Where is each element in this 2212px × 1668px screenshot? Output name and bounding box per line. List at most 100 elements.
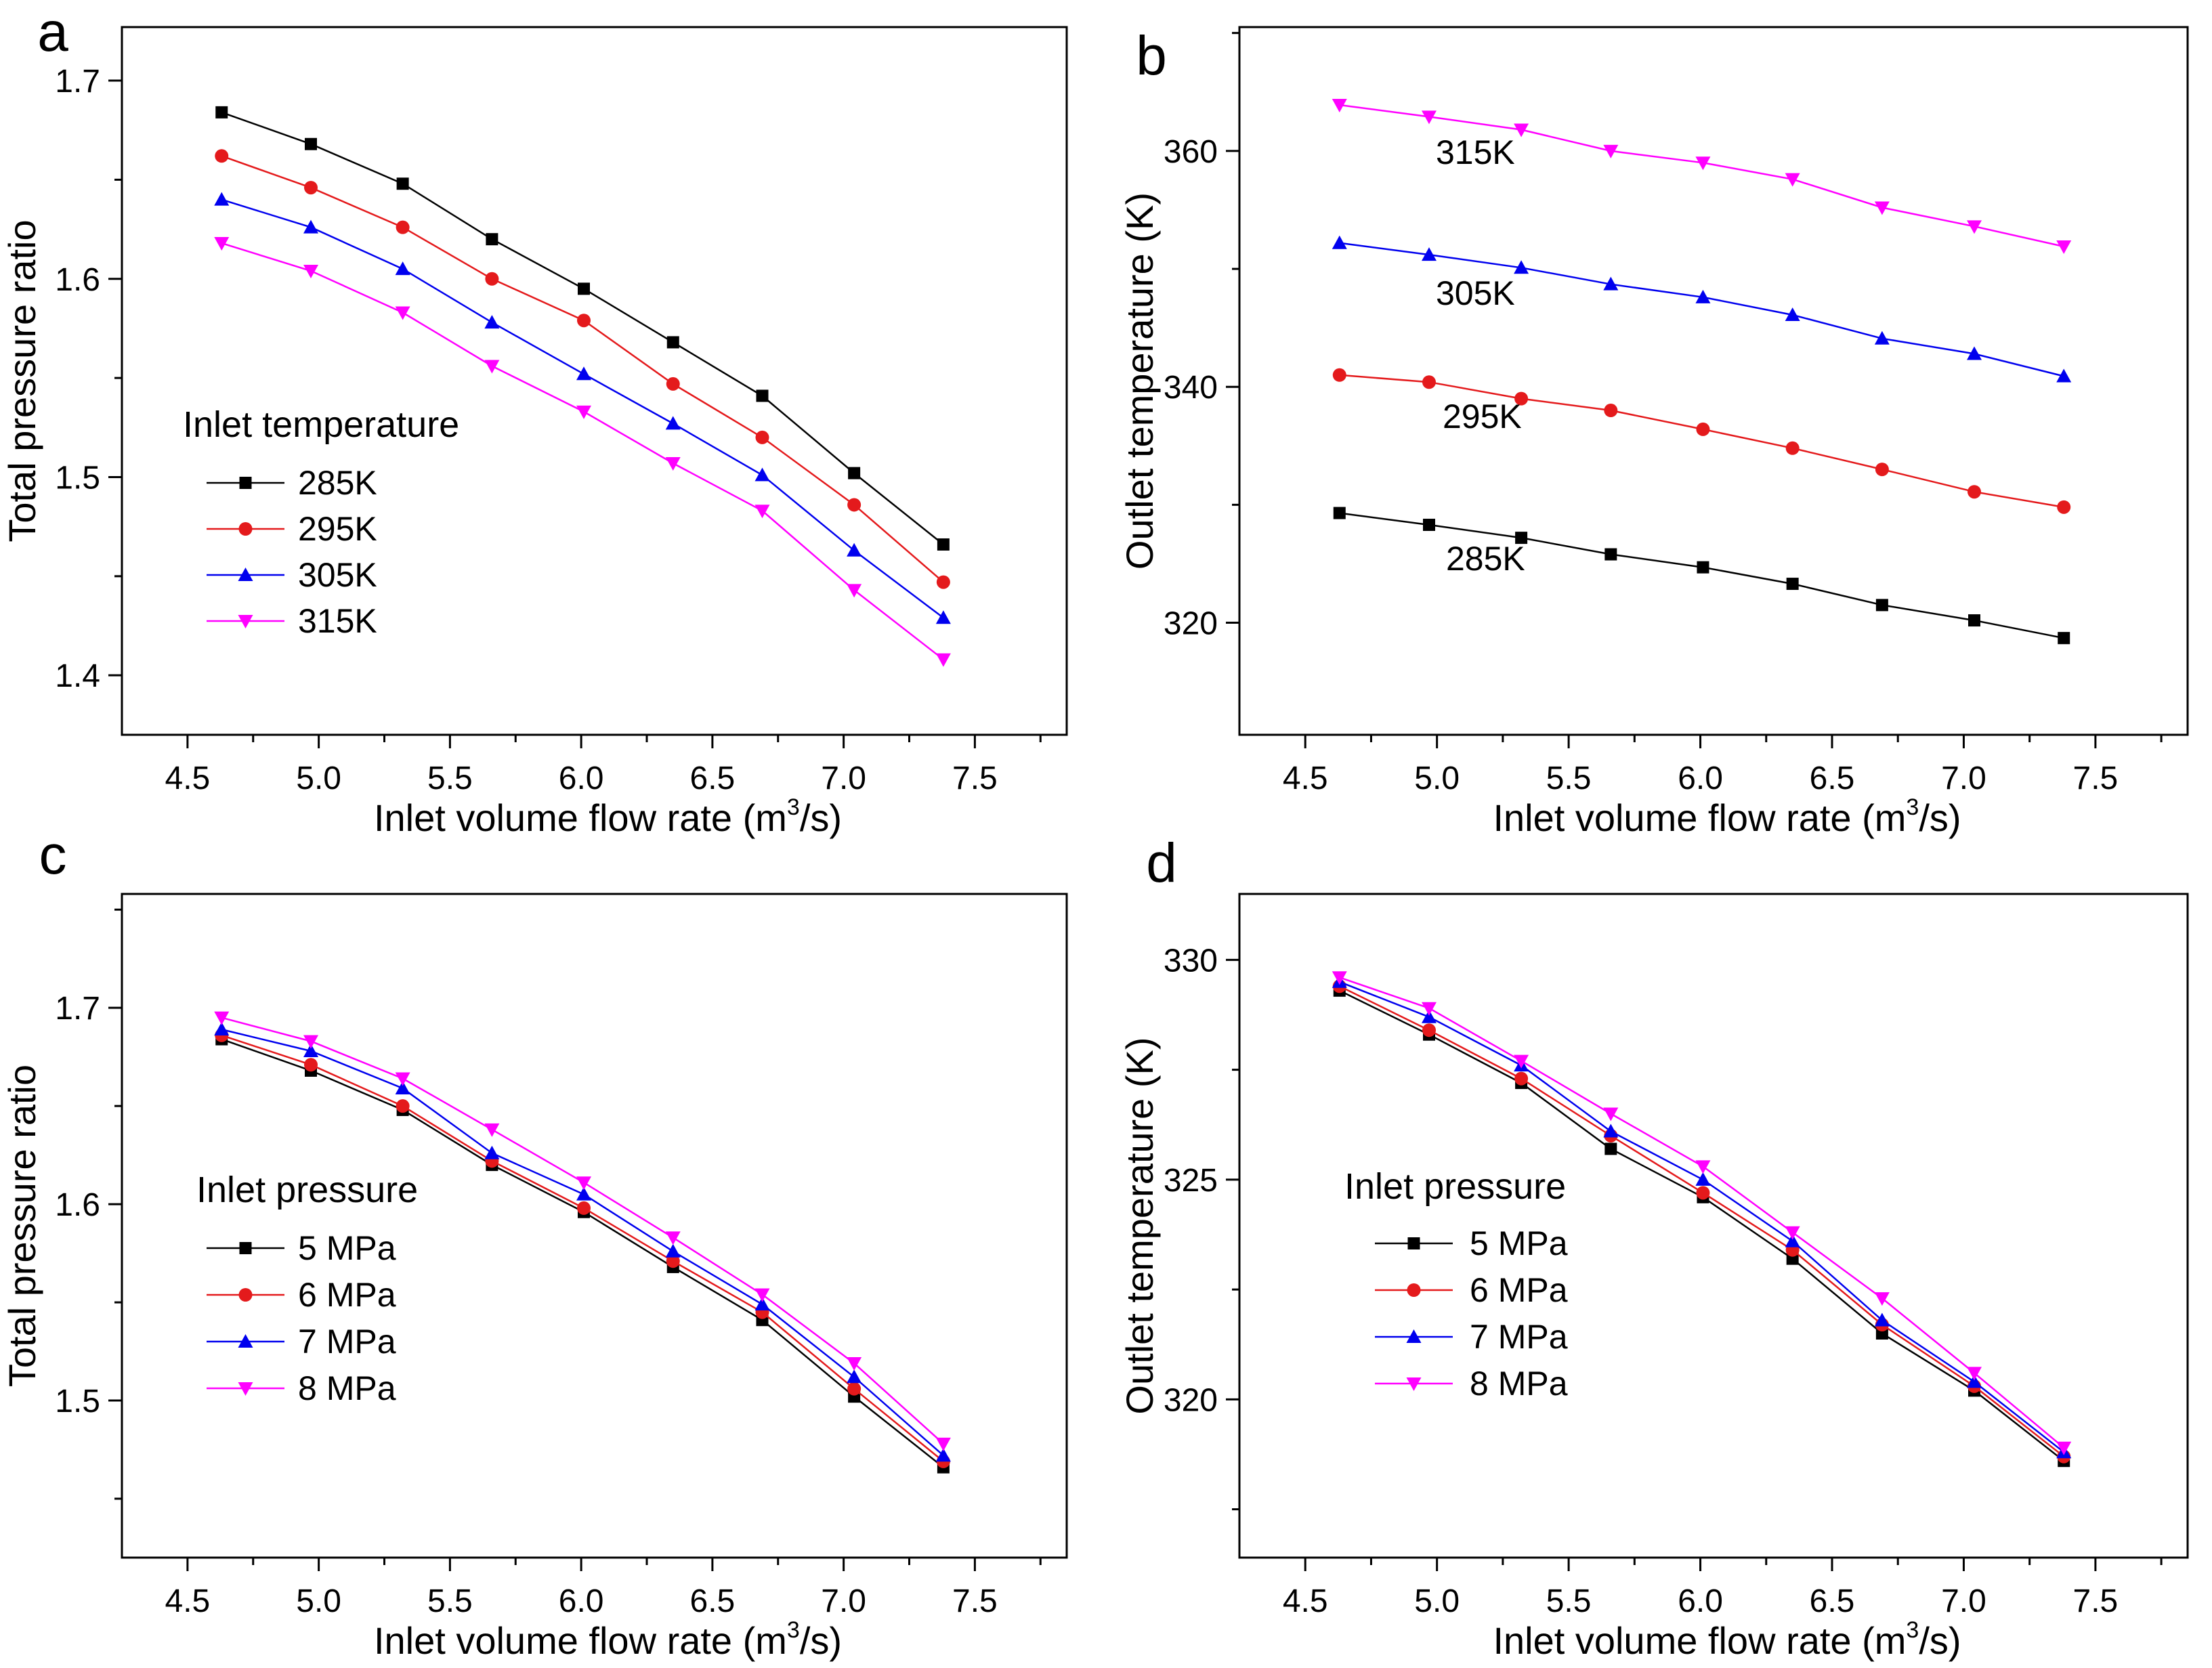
x-tick-label: 5.5 [427, 1583, 473, 1619]
data-point [304, 1058, 318, 1072]
data-point [577, 1201, 591, 1215]
x-tick-label: 4.5 [1283, 1583, 1328, 1619]
data-point [1515, 532, 1528, 544]
data-point [1603, 144, 1619, 158]
data-point [1697, 561, 1709, 574]
x-axis-label-superscript: 3 [1906, 794, 1919, 820]
data-point [395, 1081, 410, 1095]
series-line-4 [221, 242, 944, 660]
x-tick-label: 7.5 [952, 1583, 998, 1619]
legend-label: 8 MPa [298, 1369, 396, 1407]
x-tick-label: 7.0 [1941, 1583, 1986, 1619]
legend-marker [238, 522, 253, 536]
data-point [1514, 1071, 1529, 1086]
legend-label: 285K [298, 464, 377, 502]
data-point [1785, 1226, 1800, 1240]
y-axis-label: Outlet temperature (K) [1118, 1037, 1161, 1414]
data-point [1696, 422, 1710, 436]
x-tick-label: 6.5 [690, 761, 736, 796]
data-point [755, 430, 769, 444]
data-point [1422, 247, 1437, 261]
data-point [1785, 1233, 1800, 1247]
legend-label: 6 MPa [1470, 1271, 1568, 1309]
data-point [1967, 1367, 1982, 1381]
plot-frame [121, 893, 1068, 1559]
data-point [1514, 260, 1529, 274]
data-point [936, 575, 950, 589]
x-tick-label: 6.5 [1810, 1583, 1855, 1619]
data-point [935, 1448, 951, 1462]
x-tick-label: 6.0 [559, 1583, 604, 1619]
data-point [666, 336, 679, 349]
data-point [1786, 578, 1799, 591]
x-tick-label: 7.0 [1941, 761, 1986, 796]
x-axis-label-end: /s) [800, 1619, 842, 1662]
legend-label: 8 MPa [1470, 1365, 1568, 1403]
x-tick-label: 7.0 [821, 761, 866, 796]
data-point [1785, 173, 1800, 187]
x-tick-label: 6.0 [1678, 1583, 1723, 1619]
data-point [1422, 375, 1436, 389]
data-point [576, 366, 591, 381]
data-point [395, 306, 410, 320]
plot-frame [1238, 26, 2189, 736]
data-point [1333, 507, 1346, 519]
legend-title: Inlet pressure [1344, 1166, 1566, 1207]
y-tick-label: 360 [1164, 134, 1218, 170]
data-point [1514, 1054, 1529, 1069]
data-point [396, 1099, 410, 1113]
y-tick-label: 340 [1164, 370, 1218, 406]
plot-frame [121, 26, 1068, 736]
data-point [754, 467, 770, 482]
x-tick-label: 5.5 [1546, 761, 1592, 796]
x-axis-label: Inlet volume flow rate (m3/s) [374, 1617, 842, 1662]
data-point [754, 1288, 770, 1302]
x-tick-label: 5.5 [427, 761, 473, 796]
y-tick-label: 1.5 [55, 1384, 100, 1419]
series-line-4 [1339, 104, 2064, 248]
y-tick-label: 320 [1164, 1382, 1218, 1418]
data-point [1422, 1023, 1436, 1038]
x-tick-label: 7.0 [821, 1583, 866, 1619]
x-tick-label: 7.5 [2073, 1583, 2119, 1619]
y-tick-label: 1.6 [55, 1187, 100, 1223]
data-point [305, 137, 317, 150]
curve-label: 295K [1443, 398, 1522, 435]
data-point [1695, 1160, 1711, 1174]
data-point [1874, 201, 1890, 215]
x-axis-label-main: Inlet volume flow rate (m [374, 1619, 787, 1662]
data-point [578, 282, 590, 295]
panel-c: 4.5 5.0 5.5 6.0 6.5 7.0 7.5 1.5 1.6 1.7 Inlet volu… [1, 824, 1068, 1662]
data-point [1422, 1009, 1437, 1023]
x-tick-label: 6.5 [690, 1583, 736, 1619]
data-point [1332, 235, 1347, 249]
data-point [1967, 346, 1982, 360]
data-point [1514, 123, 1529, 137]
data-point [395, 261, 410, 276]
data-point [666, 1254, 680, 1268]
x-axis-label-main: Inlet volume flow rate (m [1493, 1619, 1906, 1662]
data-point [2057, 500, 2071, 514]
x-axis-label-end: /s) [1919, 796, 1961, 839]
data-point [847, 542, 862, 557]
data-point [484, 315, 500, 329]
x-tick-label: 6.0 [559, 761, 604, 796]
x-tick-label: 5.0 [296, 1583, 341, 1619]
data-point [1422, 1002, 1437, 1016]
curve-label: 305K [1436, 274, 1515, 312]
x-tick-label: 7.5 [952, 761, 998, 796]
legend-title: Inlet temperature [183, 404, 459, 445]
data-point [847, 584, 862, 598]
data-point [396, 177, 409, 190]
panel-letter: c [39, 824, 67, 886]
legend-marker [1407, 1237, 1420, 1249]
x-tick-label: 6.5 [1810, 761, 1855, 796]
data-point [847, 498, 862, 512]
data-point [847, 1382, 862, 1396]
x-axis-label: Inlet volume flow rate (m3/s) [1493, 794, 1961, 839]
data-point [2056, 240, 2072, 254]
panel-a: 4.5 5.0 5.5 6.0 6.5 7.0 7.5 1.4 1.5 1.6 1.7 Inlet v… [1, 1, 1068, 839]
series-line-4 [1339, 977, 2065, 1449]
y-tick-label: 325 [1164, 1163, 1218, 1199]
